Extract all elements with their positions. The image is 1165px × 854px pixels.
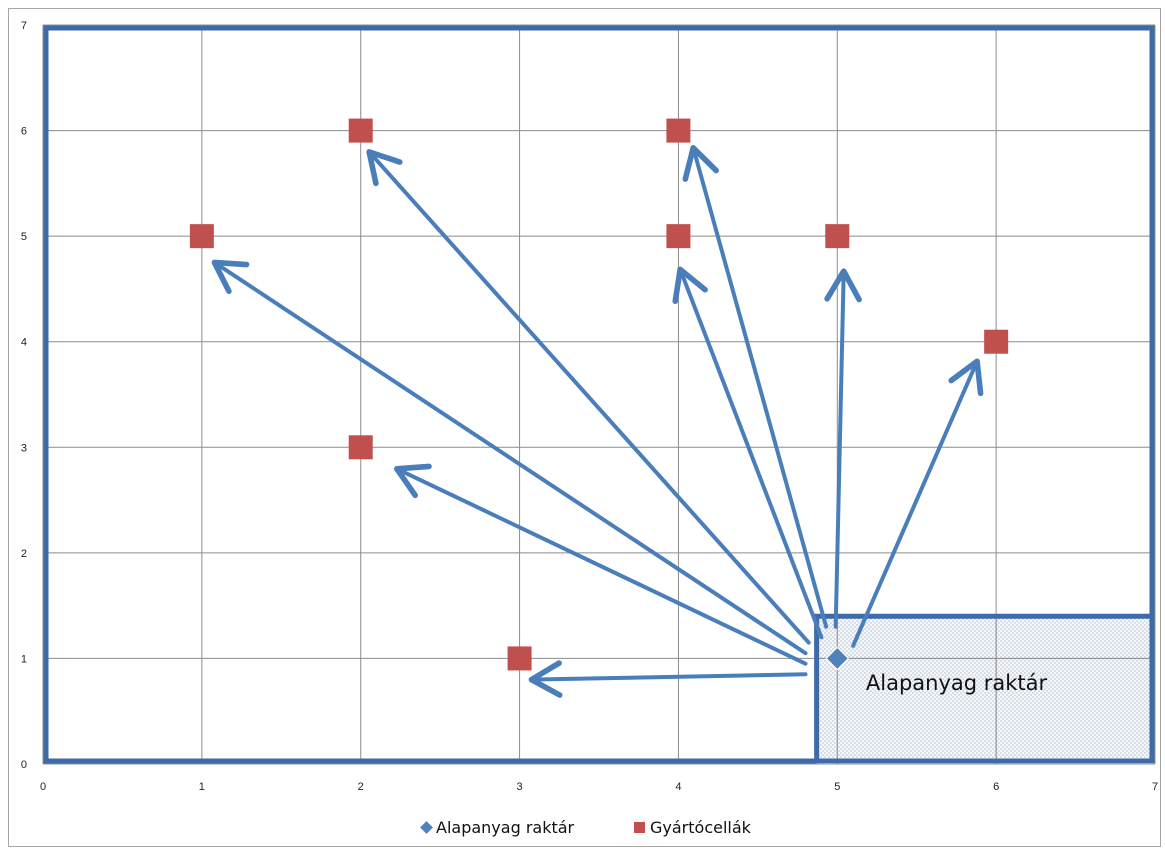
y-tick-label-1: 1: [21, 653, 27, 665]
x-tick-label-3: 3: [517, 781, 523, 793]
y-tick-label-2: 2: [21, 548, 27, 560]
flow-arrow-5: [682, 145, 829, 629]
flow-arrow-2: [211, 259, 808, 656]
y-tick-label-7: 7: [21, 20, 27, 32]
flow-arrow-0: [528, 660, 808, 698]
production-cell-point-2: [189, 224, 214, 249]
x-tick-label-1: 1: [199, 781, 205, 793]
floor-boundary: [43, 25, 1155, 764]
production-cell-point-6: [825, 224, 850, 249]
x-tick-label-6: 6: [993, 781, 999, 793]
legend-label-alapanyag: Alapanyag raktár: [436, 818, 575, 837]
x-tick-label-5: 5: [834, 781, 840, 793]
y-tick-label-3: 3: [21, 442, 27, 454]
production-cell-point-5: [666, 118, 691, 143]
x-tick-label-7: 7: [1152, 781, 1158, 793]
production-cell-point-0: [507, 646, 532, 671]
y-tick-label-0: 0: [21, 759, 27, 771]
layout-frame: [43, 25, 1155, 764]
flow-arrow-6: [824, 268, 862, 629]
legend-square-marker: [634, 822, 645, 833]
tick-labels: 0 1 2 3 4 5 6 7 0 1 2 3 4 5 6 7: [21, 20, 1158, 793]
production-cell-point-3: [348, 118, 373, 143]
y-tick-label-6: 6: [21, 126, 27, 138]
flow-arrow-7: [851, 358, 984, 648]
production-cell-point-7: [984, 329, 1009, 354]
warehouse-area: [816, 616, 1156, 764]
x-tick-label-0: 0: [40, 781, 46, 793]
data-points: [189, 118, 1009, 671]
production-cell-point-1: [348, 435, 373, 460]
warehouse-area-fill: [816, 616, 1155, 764]
flow-arrow-1: [394, 463, 808, 666]
warehouse-boundary: [814, 613, 1152, 761]
y-tick-label-4: 4: [21, 337, 27, 349]
y-tick-label-5: 5: [21, 231, 27, 243]
warehouse-area-label: Alapanyag raktár: [866, 671, 1048, 695]
arrows: [211, 145, 984, 698]
x-tick-label-2: 2: [358, 781, 364, 793]
flow-arrow-3: [366, 149, 811, 645]
legend-label-gyartocellak: Gyártócellák: [650, 818, 752, 837]
x-tick-label-4: 4: [675, 781, 681, 793]
warehouse-point: [825, 646, 849, 671]
production-cell-point-4: [666, 224, 691, 249]
legend: Alapanyag raktár Gyártócellák: [420, 818, 752, 837]
flow-arrow-4: [672, 266, 824, 640]
